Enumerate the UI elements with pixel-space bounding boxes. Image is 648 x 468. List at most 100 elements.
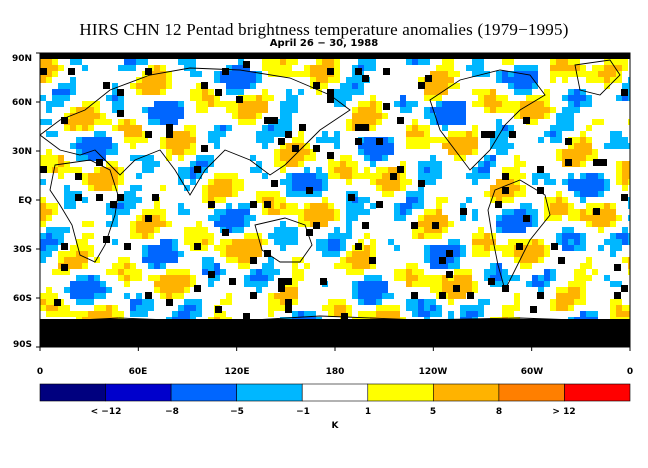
anomaly-cell: [232, 113, 238, 119]
anomaly-cell: [148, 263, 154, 269]
anomaly-cell: [562, 95, 568, 101]
anomaly-cell: [190, 305, 196, 311]
anomaly-cell: [346, 125, 352, 131]
missing-data-cell: [621, 89, 628, 96]
anomaly-cell: [328, 233, 334, 239]
anomaly-cell: [358, 209, 364, 215]
anomaly-cell: [256, 167, 262, 173]
anomaly-cell: [40, 161, 46, 167]
anomaly-cell: [502, 227, 508, 233]
anomaly-cell: [112, 311, 118, 317]
anomaly-cell: [76, 311, 82, 317]
anomaly-cell: [226, 299, 232, 305]
anomaly-cell: [292, 293, 298, 299]
anomaly-cell: [100, 143, 106, 149]
anomaly-cell: [328, 203, 334, 209]
anomaly-cell: [616, 131, 622, 137]
anomaly-cell: [172, 251, 178, 257]
anomaly-cell: [556, 305, 562, 311]
anomaly-cell: [424, 107, 430, 113]
anomaly-cell: [238, 59, 244, 65]
anomaly-cell: [550, 59, 556, 65]
coastline-segment: [40, 67, 351, 196]
anomaly-cell: [478, 305, 484, 311]
anomaly-cell: [604, 239, 610, 245]
anomaly-cell: [598, 173, 604, 179]
anomaly-cell: [604, 71, 610, 77]
anomaly-cell: [454, 101, 460, 107]
anomaly-cell: [454, 137, 460, 143]
anomaly-cell: [112, 173, 118, 179]
anomaly-cell: [334, 227, 340, 233]
anomaly-cell: [184, 149, 190, 155]
anomaly-cell: [118, 275, 124, 281]
anomaly-cell: [538, 173, 544, 179]
anomaly-cell: [556, 113, 562, 119]
anomaly-cell: [328, 161, 334, 167]
anomaly-cell: [298, 143, 304, 149]
anomaly-cell: [166, 77, 172, 83]
anomaly-cell: [394, 101, 400, 107]
anomaly-cell: [586, 311, 592, 317]
anomaly-cell: [316, 239, 322, 245]
anomaly-cell: [568, 71, 574, 77]
anomaly-cell: [256, 71, 262, 77]
anomaly-cell: [352, 173, 358, 179]
anomaly-cell: [94, 179, 100, 185]
anomaly-cell: [574, 107, 580, 113]
anomaly-cell: [136, 233, 142, 239]
missing-data-band-south: [40, 319, 630, 347]
anomaly-cell: [346, 311, 352, 317]
missing-data-cell: [565, 159, 572, 166]
anomaly-cell: [418, 59, 424, 65]
anomaly-cell: [166, 293, 172, 299]
anomaly-cell: [226, 185, 232, 191]
anomaly-cell: [490, 233, 496, 239]
anomaly-cell: [76, 287, 82, 293]
anomaly-cell: [490, 101, 496, 107]
anomaly-cell: [124, 269, 130, 275]
anomaly-cell: [148, 89, 154, 95]
anomaly-cell: [568, 305, 574, 311]
anomaly-cell: [502, 107, 508, 113]
anomaly-cell: [622, 257, 628, 263]
anomaly-cell: [70, 203, 76, 209]
anomaly-cell: [466, 275, 472, 281]
anomaly-cell: [178, 293, 184, 299]
anomaly-cell: [370, 119, 376, 125]
anomaly-cell: [76, 107, 82, 113]
anomaly-cell: [202, 233, 208, 239]
anomaly-cell: [346, 215, 352, 221]
anomaly-cell: [574, 59, 580, 65]
anomaly-cell: [208, 185, 214, 191]
anomaly-cell: [622, 185, 628, 191]
anomaly-cell: [472, 143, 478, 149]
anomaly-cell: [352, 209, 358, 215]
anomaly-cell: [160, 137, 166, 143]
anomaly-cell: [430, 233, 436, 239]
anomaly-cell: [160, 215, 166, 221]
anomaly-cell: [40, 215, 46, 221]
anomaly-cell: [406, 209, 412, 215]
anomaly-cell: [466, 269, 472, 275]
anomaly-cell: [460, 155, 466, 161]
anomaly-cell: [298, 185, 304, 191]
anomaly-cell: [184, 275, 190, 281]
anomaly-cell: [502, 101, 508, 107]
anomaly-cell: [154, 65, 160, 71]
anomaly-cell: [364, 197, 370, 203]
anomaly-cell: [376, 293, 382, 299]
anomaly-cell: [436, 77, 442, 83]
anomaly-cell: [436, 89, 442, 95]
anomaly-cell: [520, 263, 526, 269]
anomaly-cell: [286, 293, 292, 299]
anomaly-cell: [514, 227, 520, 233]
anomaly-cell: [364, 263, 370, 269]
anomaly-cell: [580, 215, 586, 221]
anomaly-cell: [400, 107, 406, 113]
map-subtitle: April 26 − 30, 1988: [269, 38, 379, 49]
anomaly-cell: [628, 95, 630, 101]
anomaly-cell: [178, 203, 184, 209]
anomaly-cell: [52, 245, 58, 251]
anomaly-cell: [370, 137, 376, 143]
